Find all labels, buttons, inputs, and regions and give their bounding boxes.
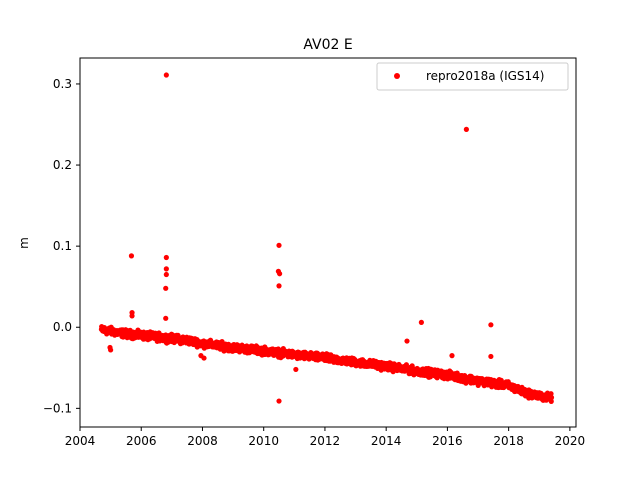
- x-tick-label: 2012: [310, 434, 341, 448]
- scatter-points: [98, 72, 555, 404]
- data-point: [548, 398, 554, 404]
- outlier-point: [404, 338, 410, 344]
- outlier-point: [449, 353, 455, 359]
- outlier-point: [463, 126, 469, 132]
- x-tick-label: 2004: [65, 434, 96, 448]
- outlier-point: [163, 285, 169, 291]
- x-tick-label: 2014: [371, 434, 402, 448]
- y-tick-label: 0.0: [53, 320, 72, 334]
- outlier-point: [488, 322, 494, 328]
- outlier-point: [163, 254, 169, 261]
- x-tick-label: 2020: [555, 434, 586, 448]
- plot-frame: [79, 57, 577, 428]
- y-tick-label: 0.2: [53, 158, 72, 172]
- y-tick-label: −0.1: [43, 401, 72, 415]
- x-tick-label: 2010: [248, 434, 279, 448]
- x-tick-label: 2016: [432, 434, 463, 448]
- legend: repro2018a (IGS14): [376, 62, 569, 91]
- outlier-point: [488, 353, 494, 360]
- y-tick-label: 0.3: [53, 77, 72, 91]
- legend-box: [376, 62, 569, 91]
- outlier-point: [418, 319, 424, 325]
- legend-label: repro2018a (IGS14): [426, 69, 544, 83]
- outlier-point: [201, 355, 207, 361]
- outlier-point: [129, 313, 135, 319]
- outlier-point: [293, 366, 299, 373]
- y-axis-label: m: [17, 237, 31, 249]
- chart-title: AV02 E: [303, 37, 352, 53]
- outlier-point: [277, 271, 283, 277]
- legend-marker: [394, 73, 400, 79]
- outlier-point: [163, 266, 169, 272]
- outlier-point: [128, 253, 135, 259]
- outlier-point: [163, 72, 169, 78]
- outlier-point: [107, 344, 113, 351]
- outlier-point: [276, 283, 282, 289]
- y-tick-label: 0.1: [53, 239, 72, 253]
- outlier-point: [163, 315, 169, 321]
- axes: 2004 2006 2008 2010 2012 2014 2016 2018 2020 −0.1…: [43, 57, 586, 448]
- outlier-point: [276, 398, 282, 404]
- x-tick-label: 2006: [126, 434, 157, 448]
- outlier-point: [276, 242, 282, 248]
- x-tick-label: 2018: [493, 434, 524, 448]
- outlier-point: [163, 271, 169, 278]
- x-tick-label: 2008: [187, 434, 218, 448]
- data-point: [548, 394, 555, 401]
